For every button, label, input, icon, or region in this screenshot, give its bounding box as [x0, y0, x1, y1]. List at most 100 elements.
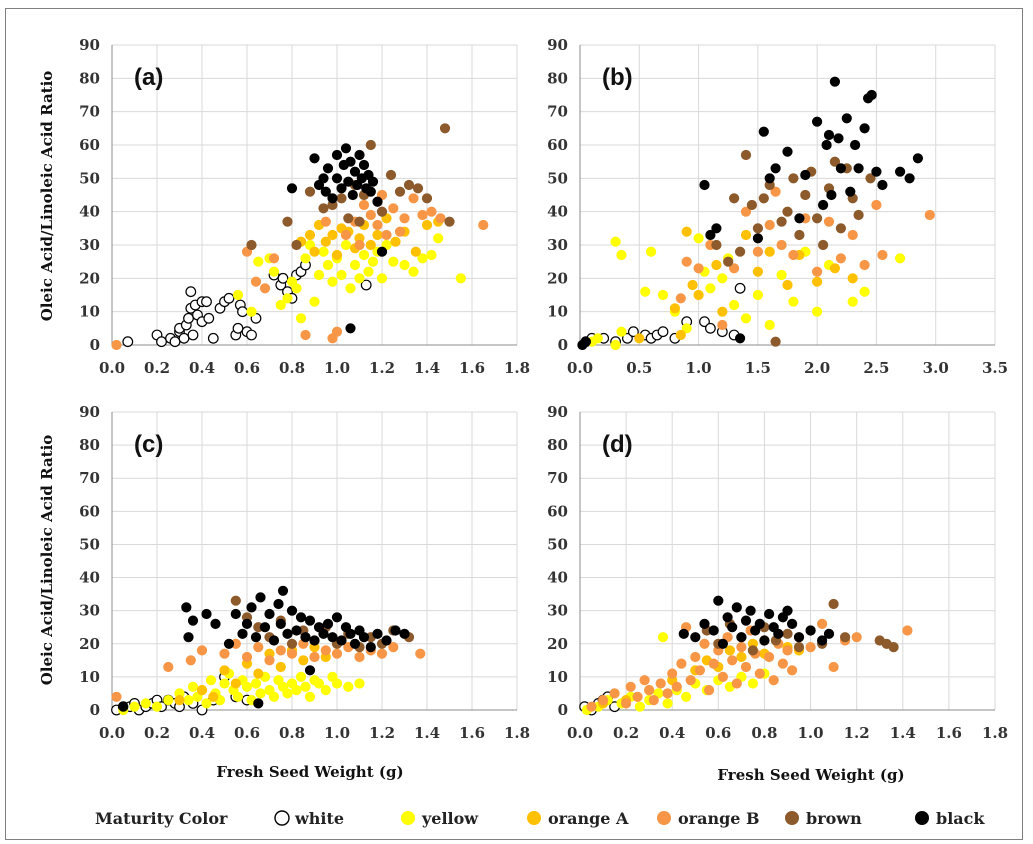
data-point	[445, 217, 455, 227]
data-point	[377, 207, 387, 217]
data-point	[672, 682, 682, 692]
data-point	[323, 260, 333, 270]
panel-b: 0.0 0.5 1.0 1.5 2.0 2.5 3.0 3.50102030405060708…	[547, 36, 1008, 377]
data-point	[794, 632, 804, 642]
data-point	[834, 134, 844, 144]
data-point	[436, 214, 446, 224]
data-point	[854, 164, 864, 174]
data-point	[184, 695, 194, 705]
x-tick-label: 1.0	[686, 359, 712, 377]
data-point	[765, 320, 775, 330]
data-point	[157, 337, 167, 347]
data-point	[184, 314, 194, 324]
data-point	[663, 699, 673, 709]
series-orange-A	[296, 214, 443, 260]
data-point	[328, 194, 338, 204]
data-point	[694, 290, 704, 300]
data-point	[202, 609, 212, 619]
data-point	[667, 669, 677, 679]
data-point	[737, 632, 747, 642]
y-tick-label: 0	[90, 336, 100, 354]
data-point	[359, 200, 369, 210]
data-point	[301, 253, 311, 263]
data-point	[341, 240, 351, 250]
data-point	[305, 666, 315, 676]
data-point	[344, 177, 354, 187]
y-tick-label: 80	[79, 69, 100, 87]
y-axis-title-top: Oleic Acid/Linoleic Acid Ratio	[38, 71, 56, 322]
data-point	[170, 337, 180, 347]
data-point	[141, 699, 151, 709]
legend-marker-black	[915, 811, 929, 825]
data-point	[706, 284, 716, 294]
x-tick-label: 1.2	[844, 724, 870, 742]
panel-label: (c)	[134, 431, 163, 458]
data-point	[251, 632, 261, 642]
data-point	[283, 689, 293, 699]
data-point	[741, 230, 751, 240]
x-tick-label: 1.8	[504, 359, 530, 377]
data-point	[332, 150, 342, 160]
y-tick-label: 90	[547, 36, 568, 54]
data-point	[905, 174, 915, 184]
data-point	[741, 314, 751, 324]
data-point	[783, 646, 793, 656]
data-point	[688, 280, 698, 290]
data-point	[479, 220, 489, 230]
data-point	[319, 247, 329, 257]
data-point	[836, 224, 846, 234]
data-point	[220, 666, 230, 676]
data-point	[818, 200, 828, 210]
data-point	[812, 117, 822, 127]
y-tick-label: 60	[79, 502, 100, 520]
y-tick-label: 70	[79, 469, 100, 487]
x-tick-label: 0.5	[626, 359, 652, 377]
data-point	[822, 140, 832, 150]
data-point	[727, 622, 737, 632]
data-point	[404, 180, 414, 190]
data-point	[209, 692, 219, 702]
y-tick-label: 90	[547, 403, 568, 421]
data-point	[292, 284, 302, 294]
y-tick-label: 90	[79, 36, 100, 54]
data-point	[411, 247, 421, 257]
data-point	[658, 290, 668, 300]
data-point	[416, 649, 426, 659]
data-point	[209, 334, 219, 344]
data-point	[253, 699, 263, 709]
data-point	[427, 250, 437, 260]
data-point	[247, 603, 257, 613]
data-point	[112, 692, 122, 702]
data-point	[152, 702, 162, 712]
data-point	[197, 646, 207, 656]
data-point	[649, 695, 659, 705]
data-point	[299, 656, 309, 666]
data-point	[247, 307, 257, 317]
data-point	[323, 619, 333, 629]
data-point	[700, 180, 710, 190]
data-point	[296, 613, 306, 623]
data-point	[310, 652, 320, 662]
data-point	[233, 324, 243, 334]
legend-marker-brown	[785, 811, 799, 825]
legend: Maturity Color white yellow orange A ora…	[95, 809, 985, 828]
data-point	[373, 629, 383, 639]
data-point	[626, 682, 636, 692]
data-point	[681, 692, 691, 702]
data-point	[709, 659, 719, 669]
data-point	[617, 250, 627, 260]
x-tick-label: 0.4	[189, 724, 215, 742]
data-point	[409, 267, 419, 277]
data-point	[319, 174, 329, 184]
data-point	[391, 237, 401, 247]
x-tick-label: 1.8	[982, 724, 1008, 742]
data-point	[774, 629, 784, 639]
data-point	[296, 672, 306, 682]
x-tick-label: 0.0	[567, 359, 593, 377]
data-point	[764, 609, 774, 619]
data-point	[806, 642, 816, 652]
y-tick-label: 70	[79, 103, 100, 121]
x-tick-label: 3.0	[923, 359, 949, 377]
y-tick-label: 40	[547, 203, 568, 221]
legend-label-white: white	[294, 809, 344, 828]
